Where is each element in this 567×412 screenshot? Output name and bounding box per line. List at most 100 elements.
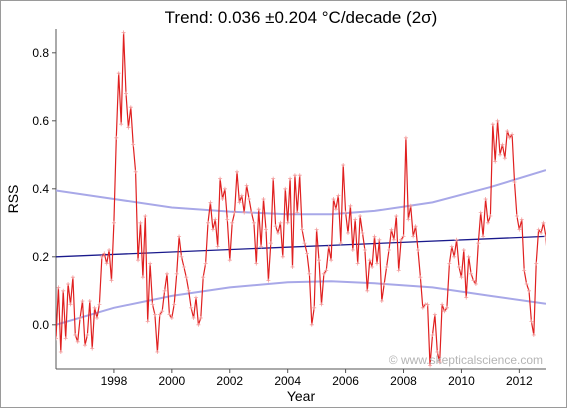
data-point-marker (332, 197, 336, 201)
data-point-marker (551, 285, 555, 289)
data-point-marker (97, 302, 101, 306)
data-point-marker (264, 228, 268, 232)
data-point-marker (228, 258, 232, 262)
data-point-marker (503, 156, 507, 160)
anomaly-markers (54, 30, 566, 367)
data-point-marker (64, 336, 68, 340)
watermark-text: © www.skepticalscience.com (389, 353, 543, 367)
data-point-marker (122, 30, 126, 34)
data-point-marker (382, 282, 386, 286)
y-tick-label: 0.2 (32, 250, 49, 264)
data-point-marker (341, 163, 345, 167)
data-point-marker (394, 214, 398, 218)
data-point-marker (505, 129, 509, 133)
x-tick-label: 2008 (390, 374, 417, 388)
data-point-marker (358, 214, 362, 218)
data-point-marker (527, 289, 531, 293)
data-point-marker (245, 183, 249, 187)
data-point-marker (380, 299, 384, 303)
data-point-marker (293, 173, 297, 177)
data-point-marker (464, 296, 468, 300)
data-point-marker (525, 282, 529, 286)
data-point-marker (397, 268, 401, 272)
data-point-marker (199, 316, 203, 320)
data-point-marker (496, 119, 500, 123)
data-point-marker (141, 275, 145, 279)
data-point-marker (218, 177, 222, 181)
data-point-marker (252, 221, 256, 225)
data-point-marker (71, 275, 75, 279)
x-tick-label: 2004 (274, 374, 301, 388)
data-point-marker (385, 265, 389, 269)
x-tick-label: 2000 (158, 374, 185, 388)
data-point-marker (457, 265, 461, 269)
data-point-marker (216, 245, 220, 249)
data-point-marker (312, 306, 316, 310)
data-point-marker (266, 279, 270, 283)
data-point-marker (426, 302, 430, 306)
data-point-marker (455, 238, 459, 242)
data-point-marker (204, 262, 208, 266)
data-point-marker (177, 234, 181, 238)
data-point-marker (479, 211, 483, 215)
data-point-marker (240, 194, 244, 198)
data-point-marker (541, 221, 545, 225)
data-point-marker (76, 340, 80, 344)
data-point-marker (189, 306, 193, 310)
data-point-marker (281, 255, 285, 259)
data-point-marker (187, 289, 191, 293)
data-point-marker (532, 333, 536, 337)
data-point-marker (411, 234, 415, 238)
data-point-marker (336, 194, 340, 198)
data-point-marker (563, 241, 566, 245)
data-point-marker (368, 258, 372, 262)
data-point-marker (377, 238, 381, 242)
data-point-marker (136, 258, 140, 262)
data-point-marker (146, 319, 150, 323)
data-point-marker (406, 217, 410, 221)
data-point-marker (262, 197, 266, 201)
data-point-marker (307, 272, 311, 276)
data-point-marker (416, 248, 420, 252)
data-point-marker (546, 268, 550, 272)
data-point-marker (481, 234, 485, 238)
y-tick-label: 0.4 (32, 182, 49, 196)
data-point-marker (213, 217, 217, 221)
data-point-marker (469, 272, 473, 276)
data-point-marker (360, 231, 364, 235)
data-point-marker (544, 234, 548, 238)
data-point-marker (196, 323, 200, 327)
data-point-marker (558, 347, 562, 351)
data-point-marker (110, 279, 114, 283)
data-point-marker (206, 221, 210, 225)
data-point-marker (549, 279, 553, 283)
data-point-marker (315, 228, 319, 232)
data-point-marker (278, 221, 282, 225)
data-point-marker (73, 333, 77, 337)
data-point-marker (117, 71, 121, 75)
data-point-marker (363, 248, 367, 252)
data-point-marker (192, 316, 196, 320)
data-point-marker (334, 207, 338, 211)
data-point-marker (534, 262, 538, 266)
data-point-marker (208, 200, 212, 204)
data-point-marker (257, 207, 261, 211)
data-point-marker (351, 248, 355, 252)
data-point-marker (151, 302, 155, 306)
data-point-marker (56, 285, 60, 289)
x-tick-label: 2006 (332, 374, 359, 388)
data-point-marker (143, 214, 147, 218)
data-point-marker (556, 364, 560, 368)
y-tick-label: 0.0 (32, 318, 49, 332)
data-point-marker (459, 275, 463, 279)
data-point-marker (230, 221, 234, 225)
data-point-marker (498, 153, 502, 157)
data-point-marker (95, 316, 99, 320)
data-point-marker (81, 299, 85, 303)
data-point-marker (346, 231, 350, 235)
data-point-marker (288, 177, 292, 181)
data-point-marker (179, 255, 183, 259)
